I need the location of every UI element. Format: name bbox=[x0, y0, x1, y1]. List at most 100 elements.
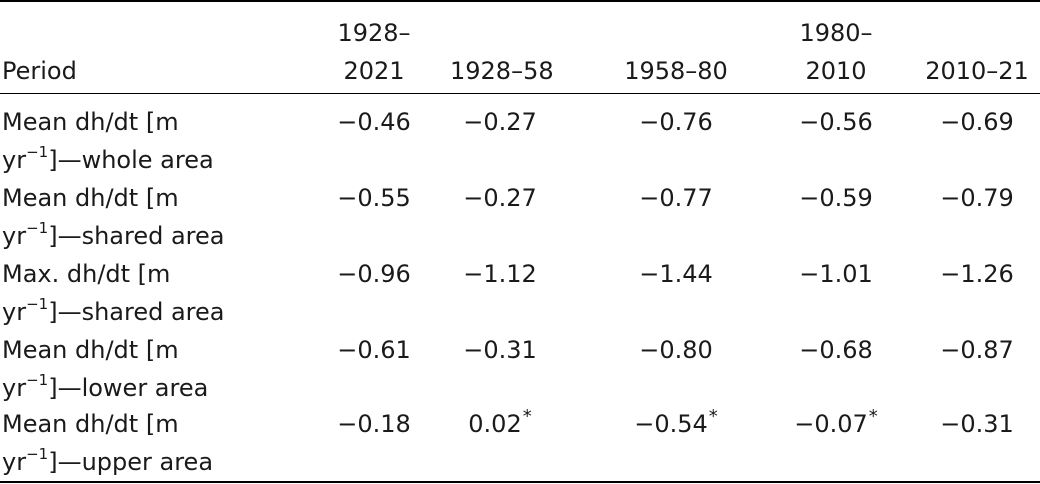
table-cell: −0.59 bbox=[786, 179, 886, 217]
table-cell: −0.56 bbox=[786, 103, 886, 141]
table-cell: 0.02* bbox=[450, 405, 550, 443]
cell-value: −0.79 bbox=[940, 184, 1014, 212]
cell-value: −0.18 bbox=[337, 410, 411, 438]
table-cell: −1.44 bbox=[616, 255, 736, 293]
unit-text: yr bbox=[2, 146, 27, 174]
unit-text: yr bbox=[2, 374, 27, 402]
header-col-5-line2: 2010–21 bbox=[925, 57, 1029, 85]
table-cell: −0.76 bbox=[616, 103, 736, 141]
header-col-3-line1 bbox=[616, 14, 736, 52]
unit-text: yr bbox=[2, 222, 27, 250]
unit-exponent: −1 bbox=[26, 371, 49, 389]
row-label-line1: Mean dh/dt [m bbox=[2, 184, 179, 212]
table-cell: −0.77 bbox=[616, 179, 736, 217]
table-cell: −0.27 bbox=[450, 179, 550, 217]
unit-text: yr bbox=[2, 298, 27, 326]
header-col-2: 1928–58 bbox=[450, 14, 554, 90]
header-col-2-line2: 1928–58 bbox=[450, 57, 554, 85]
table-cell: −0.46 bbox=[326, 103, 422, 141]
cell-value: −0.54 bbox=[634, 410, 708, 438]
table-cell: −1.01 bbox=[786, 255, 886, 293]
unit-text: yr bbox=[2, 448, 27, 476]
cell-value: −0.61 bbox=[337, 336, 411, 364]
row-label-line1: Max. dh/dt [m bbox=[2, 260, 171, 288]
cell-value: −0.77 bbox=[639, 184, 713, 212]
area-text: ]—shared area bbox=[48, 298, 225, 326]
row-label-line1: Mean dh/dt [m bbox=[2, 410, 179, 438]
table-cell: −1.26 bbox=[920, 255, 1034, 293]
row-label-line1: Mean dh/dt [m bbox=[2, 108, 179, 136]
area-text: ]—lower area bbox=[48, 374, 209, 402]
cell-value: −0.55 bbox=[337, 184, 411, 212]
header-col-5: 2010–21 bbox=[920, 14, 1034, 90]
cell-value: −0.69 bbox=[940, 108, 1014, 136]
table-cell: −0.61 bbox=[326, 331, 422, 369]
bottom-rule bbox=[0, 481, 1040, 483]
cell-value: −0.87 bbox=[940, 336, 1014, 364]
cell-value: 0.02 bbox=[468, 410, 522, 438]
table-cell: −0.31 bbox=[450, 331, 550, 369]
significance-marker: * bbox=[522, 406, 532, 428]
table-cell: −1.12 bbox=[450, 255, 550, 293]
row-label: Mean dh/dt [m yr−1]—lower area bbox=[2, 331, 332, 407]
cell-value: −0.80 bbox=[639, 336, 713, 364]
cell-value: −0.56 bbox=[799, 108, 873, 136]
area-text: ]—upper area bbox=[48, 448, 214, 476]
top-rule bbox=[0, 0, 1040, 2]
table-cell: −0.69 bbox=[920, 103, 1034, 141]
cell-value: −0.27 bbox=[463, 184, 537, 212]
row-label: Mean dh/dt [m yr−1]—shared area bbox=[2, 179, 332, 255]
table-cell: −0.54* bbox=[616, 405, 736, 443]
table-cell: −0.07* bbox=[786, 405, 886, 443]
area-text: ]—whole area bbox=[48, 146, 214, 174]
cell-value: −0.59 bbox=[799, 184, 873, 212]
cell-value: −0.07 bbox=[794, 410, 868, 438]
header-col-3-line2: 1958–80 bbox=[624, 57, 728, 85]
header-col-1: 1928– 2021 bbox=[326, 14, 422, 90]
row-label: Mean dh/dt [m yr−1]—whole area bbox=[2, 103, 332, 179]
row-label-line2: yr−1]—whole area bbox=[2, 141, 332, 179]
table-cell: −0.18 bbox=[326, 405, 422, 443]
cell-value: −1.01 bbox=[799, 260, 873, 288]
unit-exponent: −1 bbox=[26, 219, 49, 237]
table-cell: −0.96 bbox=[326, 255, 422, 293]
header-col-4-line2: 2010 bbox=[805, 57, 867, 85]
row-label-line2: yr−1]—shared area bbox=[2, 217, 332, 255]
unit-exponent: −1 bbox=[26, 143, 49, 161]
header-col-1-line1: 1928– bbox=[337, 19, 411, 47]
table-cell: −0.31 bbox=[920, 405, 1034, 443]
unit-exponent: −1 bbox=[26, 445, 49, 463]
row-label: Mean dh/dt [m yr−1]—upper area bbox=[2, 405, 332, 481]
row-label: Max. dh/dt [m yr−1]—shared area bbox=[2, 255, 332, 331]
header-col-1-line2: 2021 bbox=[343, 57, 405, 85]
cell-value: −0.31 bbox=[463, 336, 537, 364]
row-label-line1: Mean dh/dt [m bbox=[2, 336, 179, 364]
header-col-2-line1 bbox=[450, 14, 550, 52]
area-text: ]—shared area bbox=[48, 222, 225, 250]
header-period-label: Period bbox=[2, 57, 77, 85]
header-col-5-line1 bbox=[920, 14, 1034, 52]
header-rule bbox=[0, 93, 1040, 94]
cell-value: −1.44 bbox=[639, 260, 713, 288]
table-cell: −0.87 bbox=[920, 331, 1034, 369]
significance-marker: * bbox=[708, 406, 718, 428]
cell-value: −0.46 bbox=[337, 108, 411, 136]
unit-exponent: −1 bbox=[26, 295, 49, 313]
significance-marker: * bbox=[868, 406, 878, 428]
table-cell: −0.80 bbox=[616, 331, 736, 369]
table-cell: −0.68 bbox=[786, 331, 886, 369]
cell-value: −1.26 bbox=[940, 260, 1014, 288]
cell-value: −1.12 bbox=[463, 260, 537, 288]
header-col-4-line1: 1980– bbox=[799, 19, 873, 47]
cell-value: −0.31 bbox=[940, 410, 1014, 438]
table-cell: −0.27 bbox=[450, 103, 550, 141]
row-label-line2: yr−1]—upper area bbox=[2, 443, 332, 481]
row-label-line2: yr−1]—lower area bbox=[2, 369, 332, 407]
row-label-line2: yr−1]—shared area bbox=[2, 293, 332, 331]
cell-value: −0.96 bbox=[337, 260, 411, 288]
table-cell: −0.79 bbox=[920, 179, 1034, 217]
cell-value: −0.27 bbox=[463, 108, 537, 136]
table-cell: −0.55 bbox=[326, 179, 422, 217]
cell-value: −0.68 bbox=[799, 336, 873, 364]
